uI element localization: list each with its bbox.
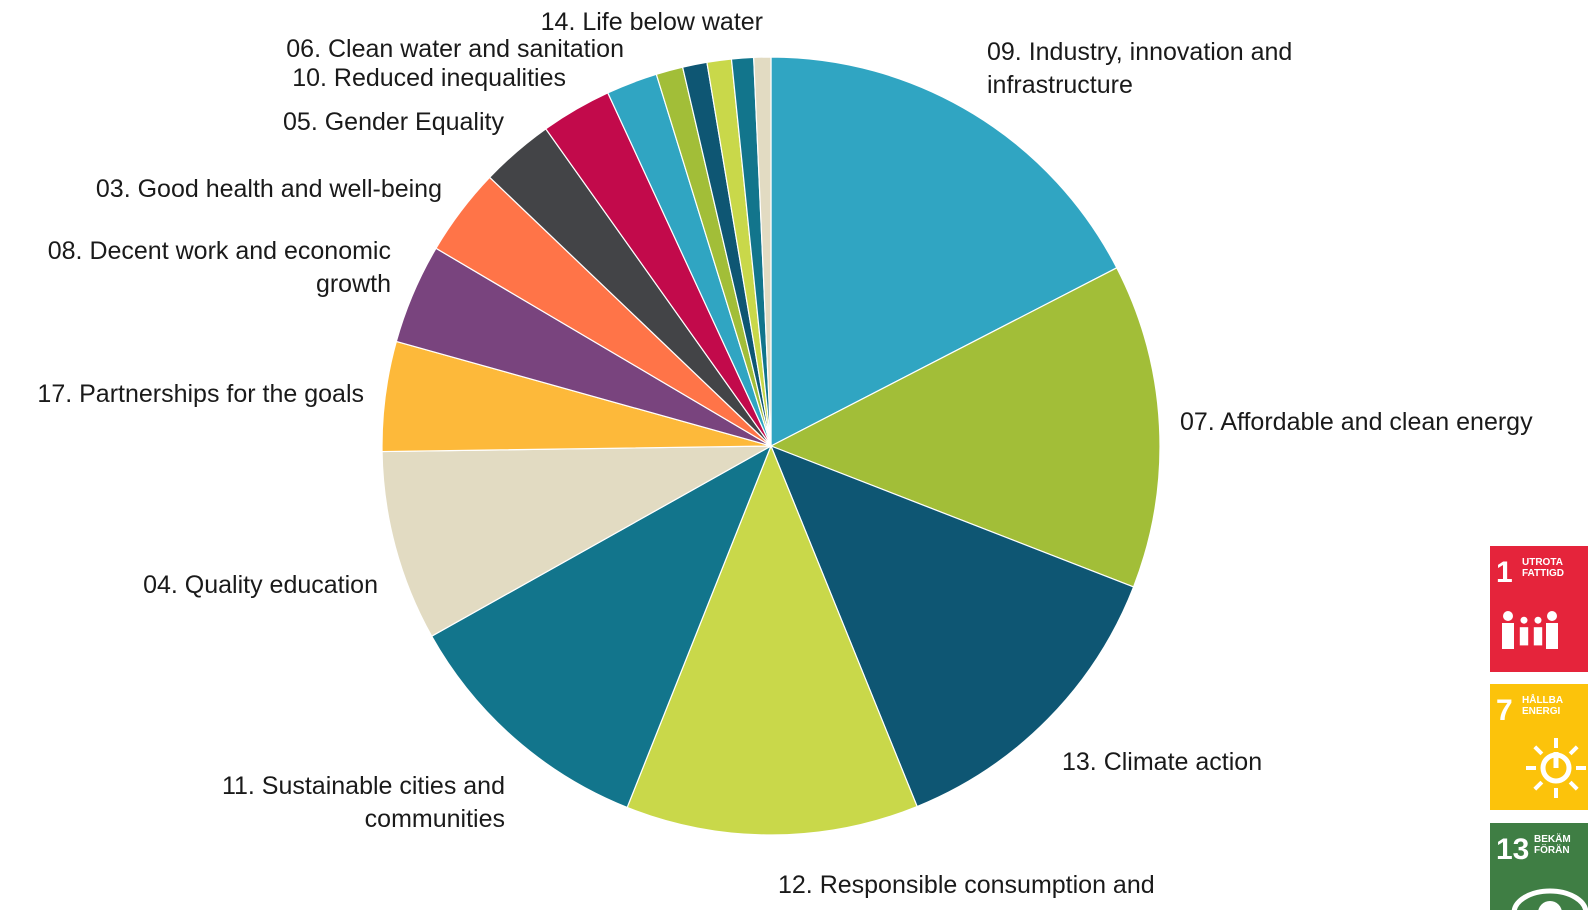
- sdg-tile-background: [1490, 546, 1588, 672]
- sun-power-icon: [1526, 738, 1586, 798]
- slice-label-line: 14. Life below water: [541, 8, 763, 36]
- slice-label: 07. Affordable and clean energy: [1180, 408, 1533, 436]
- slice-label: 11. Sustainable cities and communities: [222, 772, 505, 833]
- family-icon: [1502, 611, 1558, 649]
- slice-label-line: 11. Sustainable cities and: [222, 772, 505, 800]
- slice-label-line: 03. Good health and well-being: [96, 175, 442, 203]
- sdg-tile-number: 13: [1496, 833, 1529, 866]
- slice-label-line: 05. Gender Equality: [283, 108, 504, 136]
- pie-slice: [769, 444, 1135, 808]
- pie-slice: [753, 56, 772, 447]
- pie-slice: [430, 444, 773, 809]
- slice-label: 04. Quality education: [143, 571, 378, 599]
- sdg-tile-caption: HÅLLBA: [1522, 693, 1563, 706]
- slice-label: 13. Climate action: [1062, 748, 1262, 776]
- slice-label: 17. Partnerships for the goals: [37, 380, 364, 408]
- sdg-tile-caption: ENERGI: [1522, 706, 1561, 717]
- sdg-tile-caption: FÖRÄN: [1534, 843, 1570, 856]
- slice-label-line: 13. Climate action: [1062, 748, 1262, 776]
- slice-label-line: 04. Quality education: [143, 571, 378, 599]
- slice-label-line: communities: [365, 805, 505, 833]
- slice-label: 12. Responsible consumption and: [778, 871, 1155, 899]
- slice-label: 05. Gender Equality: [283, 108, 504, 136]
- sdg-tile-caption: BEKÄM: [1534, 832, 1571, 845]
- slice-label-line: 07. Affordable and clean energy: [1180, 408, 1533, 436]
- slice-label: 10. Reduced inequalities: [292, 64, 566, 92]
- pie-slices: [381, 56, 1161, 836]
- slice-label: 03. Good health and well-being: [96, 175, 442, 203]
- pie-slice: [769, 266, 1161, 588]
- slice-label-line: infrastructure: [987, 71, 1133, 99]
- sdg-tile-number: 7: [1496, 694, 1513, 727]
- slice-label-line: 06. Clean water and sanitation: [286, 35, 624, 63]
- slice-label: 09. Industry, innovation and infrastructu…: [987, 38, 1292, 99]
- sdg-tile-number: 1: [1496, 556, 1513, 589]
- pie-labels: 09. Industry, innovation and infrastructu…: [37, 8, 1533, 899]
- slice-label-line: 10. Reduced inequalities: [292, 64, 566, 92]
- sdg-tile-background: [1490, 684, 1588, 810]
- pie-slice: [770, 56, 1118, 447]
- slice-label: 14. Life below water: [541, 8, 763, 36]
- sdg-tile-caption: UTROTA: [1522, 557, 1563, 568]
- slice-label-line: 08. Decent work and economic: [48, 237, 391, 265]
- slice-label: 06. Clean water and sanitation: [286, 35, 624, 63]
- slice-label-line: growth: [316, 270, 391, 298]
- sdg-tile-caption: FATTIGD: [1522, 568, 1564, 579]
- slice-label: 08. Decent work and economic growth: [48, 237, 391, 298]
- pie-slice: [381, 445, 772, 638]
- slice-label-line: 09. Industry, innovation and: [987, 38, 1292, 66]
- pie-slice: [626, 444, 918, 836]
- slice-label-line: 12. Responsible consumption and: [778, 871, 1155, 899]
- globe-eye-icon: [1511, 888, 1588, 910]
- slice-label-line: 17. Partnerships for the goals: [37, 380, 364, 408]
